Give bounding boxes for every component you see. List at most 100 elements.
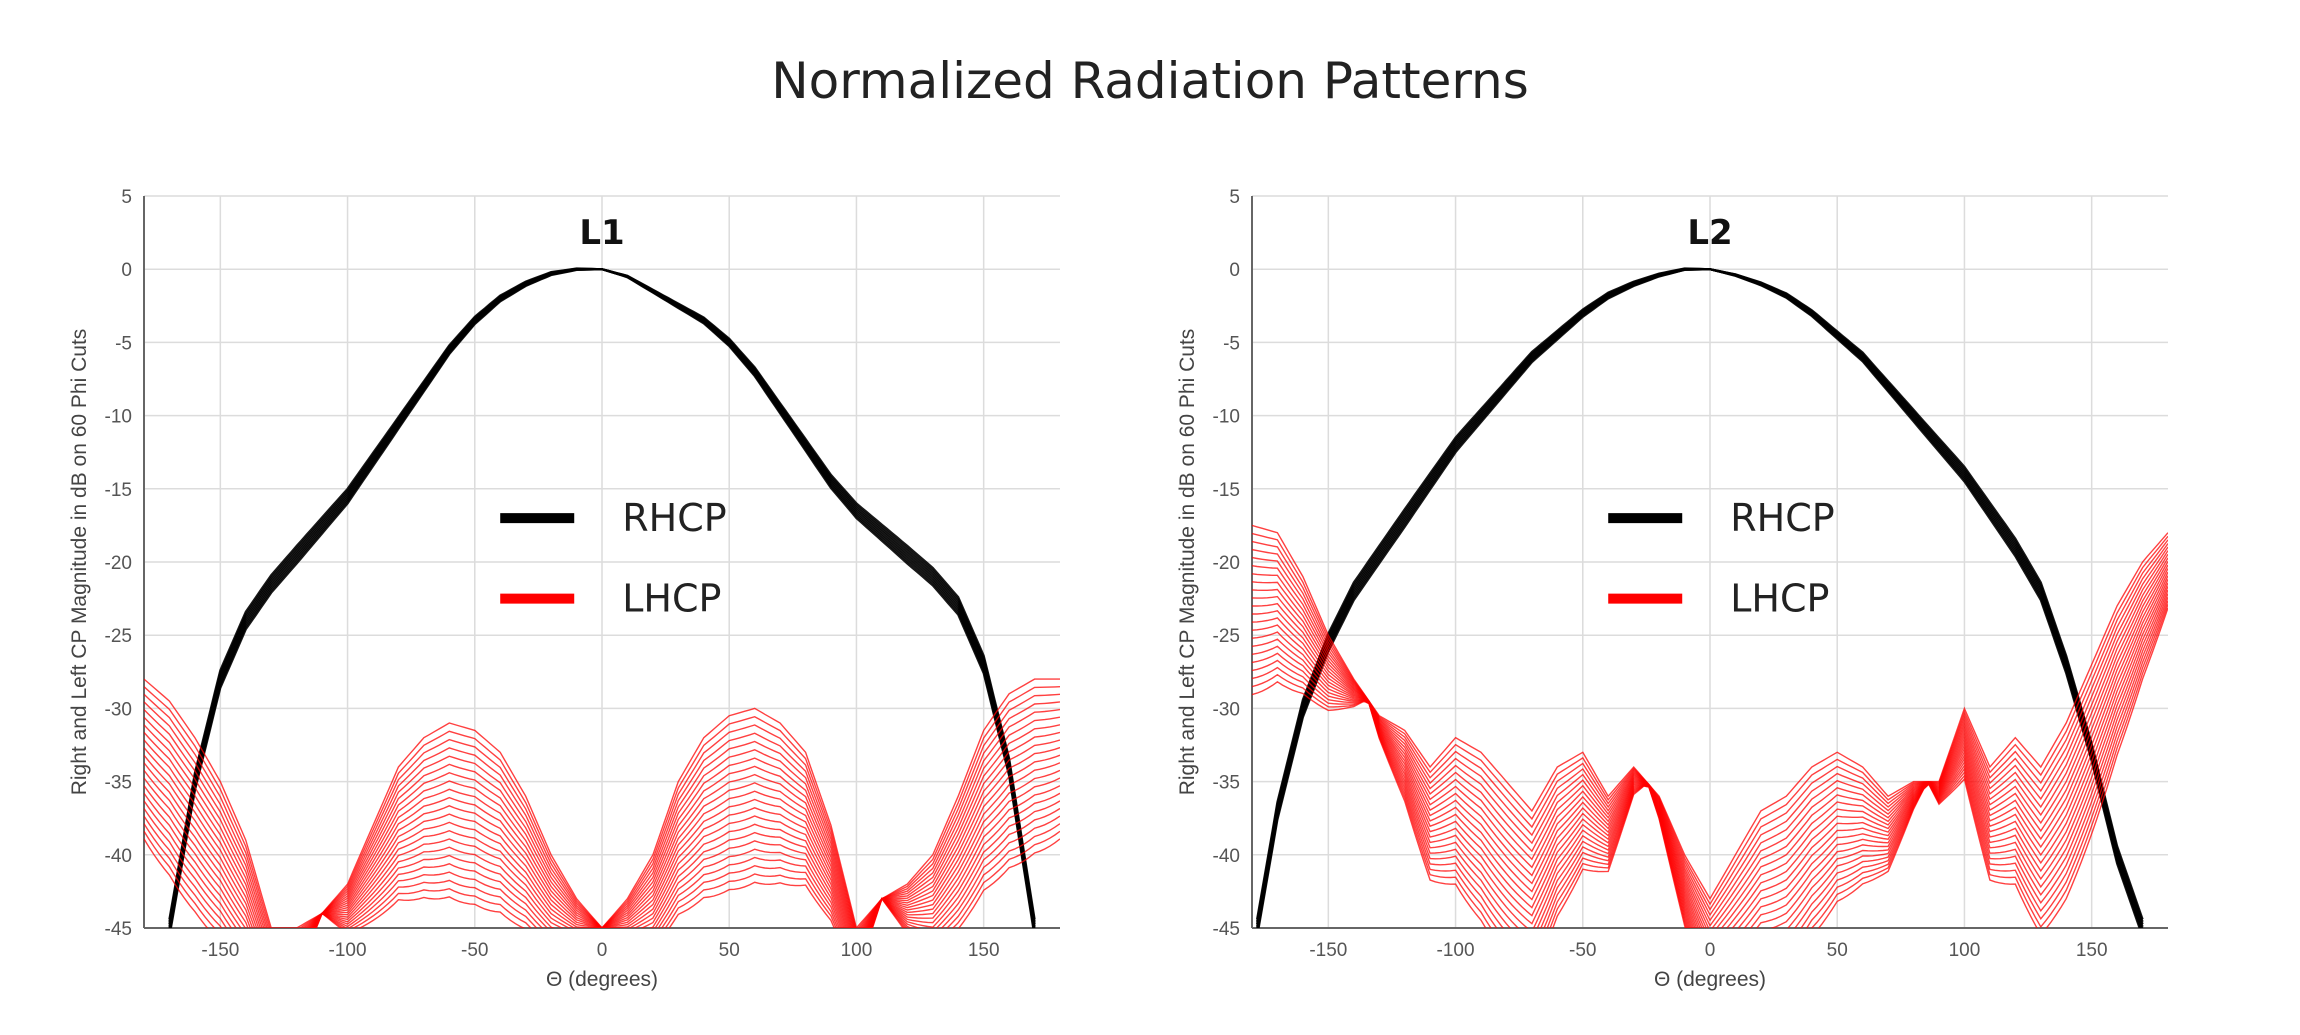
x-axis-label: Θ (degrees) <box>1654 968 1766 991</box>
series-line <box>1252 524 2168 901</box>
x-tick-label: -100 <box>1437 940 1475 961</box>
legend-label: LHCP <box>1730 577 1829 621</box>
y-tick-label: -5 <box>1223 333 1240 354</box>
series-line <box>1252 568 2168 928</box>
y-tick-label: -10 <box>105 407 132 428</box>
chart-title: L2 <box>1687 213 1732 253</box>
series-rhcp <box>168 267 1036 928</box>
series-line <box>144 815 1060 928</box>
y-tick-label: -30 <box>105 699 132 720</box>
series-line <box>1252 582 2168 928</box>
series-line <box>144 724 1060 928</box>
series-line <box>1257 268 2141 928</box>
series-line <box>1252 586 2168 928</box>
y-tick-label: -35 <box>105 773 132 794</box>
series-line <box>144 693 1060 928</box>
series-line <box>1252 589 2168 928</box>
y-tick-label: -20 <box>1213 553 1240 574</box>
series-line <box>144 746 1060 928</box>
x-tick-label: -150 <box>201 940 239 961</box>
y-tick-label: -15 <box>1213 480 1240 501</box>
series-line <box>144 762 1060 928</box>
series-line <box>1252 546 2168 922</box>
x-tick-label: -50 <box>1569 940 1596 961</box>
legend-label: RHCP <box>622 496 726 540</box>
series-rhcp <box>1256 267 2144 928</box>
series-line <box>144 792 1060 928</box>
y-tick-label: -45 <box>1213 919 1240 940</box>
series-line <box>144 686 1060 928</box>
series-line <box>1252 571 2168 928</box>
x-tick-label: 0 <box>597 940 608 961</box>
y-tick-label: -40 <box>105 846 132 867</box>
y-tick-label: 0 <box>1229 260 1240 281</box>
chart-l2: -150 -100 -50 0 50 100 15050-5-10-15-20-25-30-… <box>1176 187 2168 991</box>
series-line <box>144 800 1060 928</box>
series-line <box>168 267 1036 920</box>
series-line <box>144 701 1060 928</box>
y-tick-label: -30 <box>1213 699 1240 720</box>
series-line <box>1252 604 2168 928</box>
series-line <box>1256 267 2144 925</box>
y-tick-label: -20 <box>105 553 132 574</box>
series-line <box>144 731 1060 928</box>
series-line <box>1252 564 2168 928</box>
x-tick-label: 150 <box>2076 940 2108 961</box>
y-tick-label: -25 <box>1213 626 1240 647</box>
series-line <box>144 754 1060 928</box>
series-line <box>1252 593 2168 928</box>
series-line <box>1252 543 2168 917</box>
legend-label: LHCP <box>622 577 721 621</box>
y-tick-label: -5 <box>115 333 132 354</box>
series-line <box>1252 532 2168 906</box>
series-line <box>1252 607 2168 928</box>
series-line <box>1252 550 2168 928</box>
series-line <box>1252 575 2168 928</box>
series-line <box>1252 600 2168 928</box>
y-axis-label: Right and Left CP Magnitude in dB on 60 … <box>68 329 91 796</box>
series-line <box>144 678 1060 928</box>
x-tick-label: 100 <box>841 940 873 961</box>
series-line <box>1256 268 2144 928</box>
series-line <box>1256 267 2144 920</box>
series-line <box>1257 268 2142 928</box>
x-tick-label: 0 <box>1705 940 1716 961</box>
y-tick-label: -15 <box>105 480 132 501</box>
series-line <box>144 716 1060 928</box>
x-tick-label: -150 <box>1309 940 1347 961</box>
legend-label: RHCP <box>1730 496 1834 540</box>
y-tick-label: -10 <box>1213 407 1240 428</box>
series-line <box>1252 579 2168 928</box>
series-lhcp <box>144 678 1060 928</box>
y-tick-label: -25 <box>105 626 132 647</box>
x-axis-label: Θ (degrees) <box>546 968 658 991</box>
y-tick-label: 0 <box>121 260 132 281</box>
y-tick-label: -45 <box>105 919 132 940</box>
x-tick-label: 100 <box>1949 940 1981 961</box>
chart-l1: -150 -100 -50 0 50 100 15050-5-10-15-20-25-30-… <box>68 187 1060 991</box>
x-tick-label: -50 <box>461 940 488 961</box>
y-tick-label: 5 <box>121 187 132 208</box>
y-tick-label: -40 <box>1213 846 1240 867</box>
series-lhcp <box>1252 524 2168 928</box>
series-line <box>1252 557 2168 928</box>
y-axis-label: Right and Left CP Magnitude in dB on 60 … <box>1176 329 1199 796</box>
series-line <box>144 785 1060 928</box>
x-tick-label: 150 <box>968 940 1000 961</box>
series-line <box>144 739 1060 928</box>
series-line <box>1252 561 2168 928</box>
series-line <box>1252 596 2168 928</box>
page-title: Normalized Radiation Patterns <box>771 52 1529 110</box>
chart-title: L1 <box>579 213 624 253</box>
x-tick-label: 50 <box>1827 940 1848 961</box>
series-line <box>144 807 1060 928</box>
y-tick-label: -35 <box>1213 773 1240 794</box>
series-line <box>1252 553 2168 928</box>
x-tick-label: -100 <box>329 940 367 961</box>
series-line <box>1252 539 2168 911</box>
series-line <box>1256 268 2143 928</box>
series-line <box>144 769 1060 928</box>
series-line <box>144 777 1060 928</box>
x-tick-label: 50 <box>719 940 740 961</box>
